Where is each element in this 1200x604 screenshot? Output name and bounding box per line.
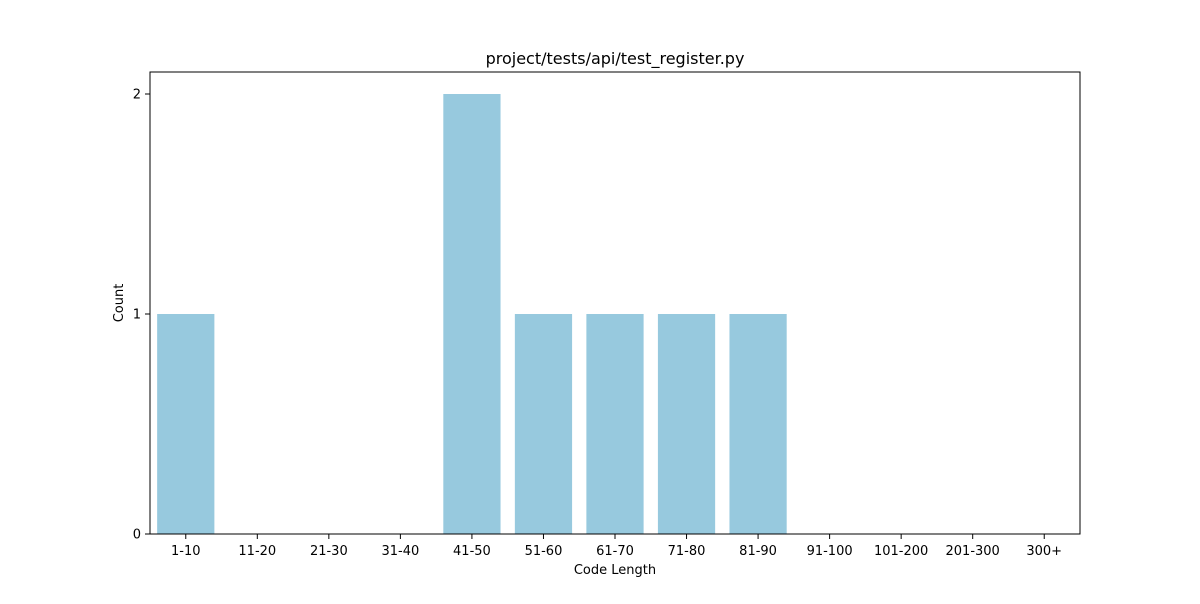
x-tick-label: 11-20 bbox=[238, 544, 276, 559]
x-tick-label: 101-200 bbox=[874, 544, 928, 559]
x-tick-label: 61-70 bbox=[596, 544, 634, 559]
x-tick-label: 300+ bbox=[1026, 544, 1062, 559]
y-tick-label: 1 bbox=[133, 308, 141, 323]
x-axis-label: Code Length bbox=[574, 563, 656, 578]
x-tick-label: 201-300 bbox=[946, 544, 1000, 559]
x-tick-label: 21-30 bbox=[310, 544, 348, 559]
bar-1-10 bbox=[157, 314, 215, 534]
bars-group bbox=[157, 94, 787, 534]
x-tick-label: 81-90 bbox=[739, 544, 777, 559]
x-tick-label: 51-60 bbox=[525, 544, 563, 559]
bar-51-60 bbox=[514, 314, 573, 534]
x-tick-label: 91-100 bbox=[807, 544, 853, 559]
bar-41-50 bbox=[443, 94, 501, 534]
x-tick-label: 1-10 bbox=[171, 544, 201, 559]
x-tick-label: 41-50 bbox=[453, 544, 491, 559]
bar-81-90 bbox=[729, 314, 787, 534]
chart-title: project/tests/api/test_register.py bbox=[486, 49, 745, 69]
x-tick-label: 71-80 bbox=[668, 544, 706, 559]
x-tick-label: 31-40 bbox=[381, 544, 419, 559]
y-tick-label: 2 bbox=[133, 88, 141, 103]
y-tick-label: 0 bbox=[133, 528, 141, 543]
bar-71-80 bbox=[657, 314, 716, 534]
y-axis-label: Count bbox=[112, 284, 127, 323]
bar-61-70 bbox=[586, 314, 644, 534]
x-axis: 1-10 11-20 21-30 31-40 41-50 51-60 61-70 71-80 8… bbox=[171, 534, 1062, 559]
y-axis: 0 1 2 bbox=[133, 88, 150, 543]
